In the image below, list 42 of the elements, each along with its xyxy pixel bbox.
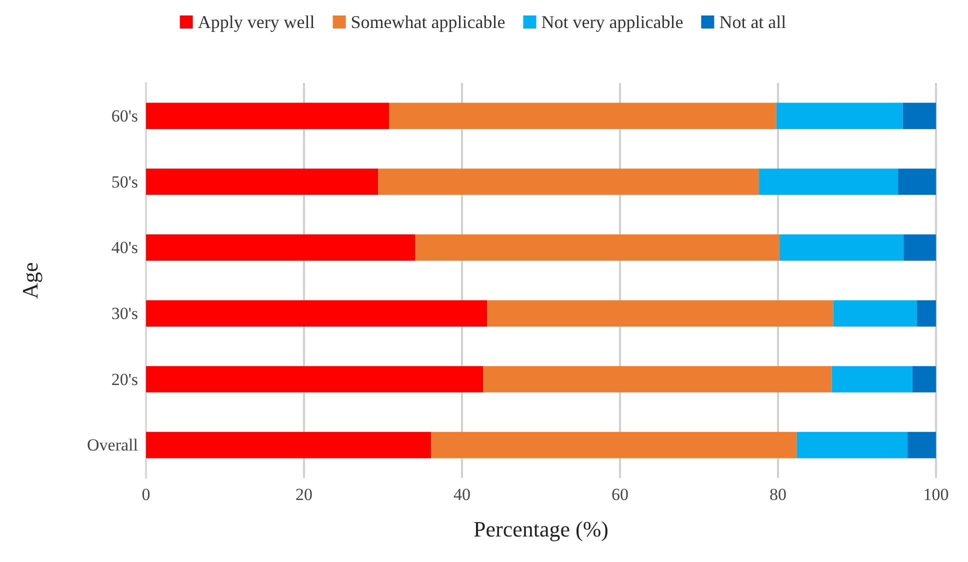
y-tick-label: 60's bbox=[111, 106, 138, 126]
x-tick-label: 80 bbox=[770, 485, 786, 504]
legend-label: Apply very well bbox=[198, 12, 315, 32]
bar bbox=[908, 432, 936, 458]
bar bbox=[904, 234, 936, 261]
bar bbox=[832, 366, 912, 392]
bar bbox=[483, 366, 832, 392]
bar bbox=[415, 234, 780, 261]
bar bbox=[146, 300, 488, 327]
x-tick-label: 60 bbox=[612, 485, 628, 504]
y-tick-label: 20's bbox=[111, 370, 138, 389]
bar bbox=[487, 300, 834, 327]
bar bbox=[912, 366, 936, 392]
x-tick-label: 40 bbox=[454, 485, 470, 504]
legend-label: Not very applicable bbox=[541, 12, 684, 32]
bar bbox=[902, 102, 936, 130]
x-tick-label: 20 bbox=[296, 485, 312, 504]
bar bbox=[146, 102, 390, 130]
legend-label: Somewhat applicable bbox=[350, 12, 506, 32]
y-tick-label: 40's bbox=[111, 238, 138, 258]
x-tick-label: 0 bbox=[142, 485, 150, 504]
y-tick-label: Overall bbox=[87, 436, 138, 455]
y-tick-label: 50's bbox=[111, 172, 138, 192]
bar bbox=[917, 300, 936, 327]
y-tick-label: 30's bbox=[111, 304, 138, 323]
bar bbox=[833, 300, 918, 327]
bar bbox=[780, 234, 904, 261]
bar bbox=[146, 234, 416, 261]
x-axis-title: Percentage (%) bbox=[474, 516, 608, 542]
y-axis-title: Age bbox=[18, 262, 42, 299]
bar bbox=[378, 168, 760, 195]
bar bbox=[146, 168, 378, 195]
bar bbox=[389, 102, 776, 130]
bar bbox=[898, 168, 936, 195]
bar bbox=[796, 432, 908, 458]
bar bbox=[431, 432, 797, 458]
bar bbox=[776, 102, 903, 130]
x-tick-label: 100 bbox=[923, 485, 949, 504]
bar bbox=[146, 366, 484, 392]
bar bbox=[146, 432, 432, 458]
bar bbox=[759, 168, 898, 195]
legend-label: Not at all bbox=[719, 12, 786, 32]
